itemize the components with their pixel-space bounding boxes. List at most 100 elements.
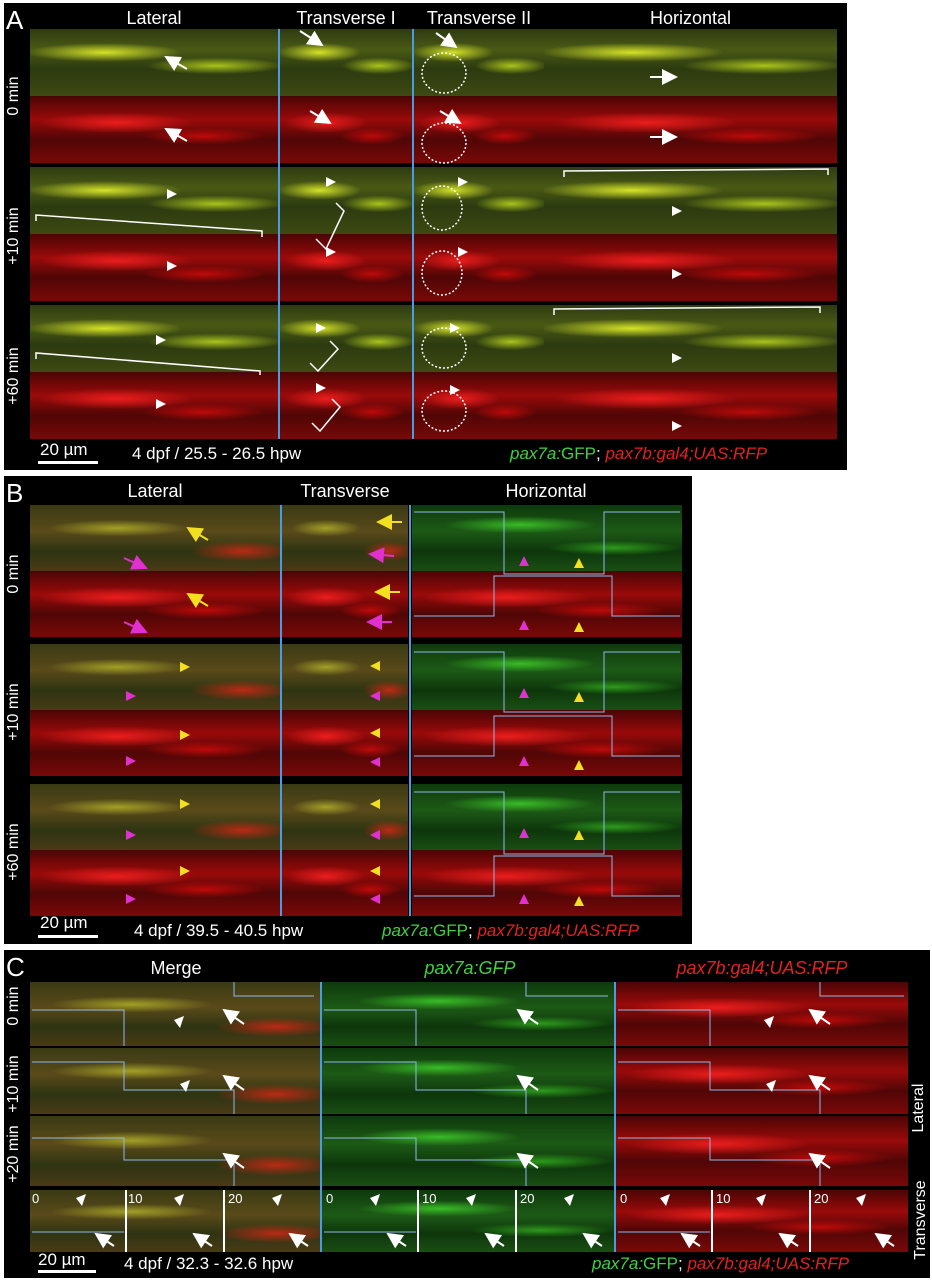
panel-a-tile <box>544 96 837 163</box>
arrowhead-icon <box>174 1016 184 1028</box>
arrowhead-icon <box>156 335 166 345</box>
panel-b-tile <box>412 784 682 850</box>
arrow-icon <box>484 1232 505 1249</box>
arrowhead-icon <box>672 269 682 279</box>
panel-b-tile <box>412 505 682 571</box>
arrow-icon <box>299 30 324 47</box>
arrowhead-icon <box>672 206 682 216</box>
panel-a-scale-bar <box>38 461 98 464</box>
panel-a: A Lateral Transverse I Transverse II Hor… <box>4 3 847 470</box>
legend-gfp: GFP <box>643 1254 678 1273</box>
panel-b-tile <box>412 571 682 637</box>
panel-a-tile <box>280 167 412 234</box>
yellow-arrow-icon <box>186 592 209 609</box>
cell-outline <box>421 327 467 369</box>
panel-b-letter: B <box>6 478 24 508</box>
panel-b-legend: pax7a:GFP; pax7b:gal4;UAS:RFP <box>382 922 639 940</box>
arrowhead-icon <box>174 1194 184 1206</box>
panel-a-scale-label: 20 µm <box>40 440 88 459</box>
panel-b-tile <box>30 710 280 776</box>
arrow-icon <box>516 1008 539 1025</box>
bracket <box>35 352 261 375</box>
arrow-icon <box>808 1074 831 1091</box>
arrow-icon <box>778 1232 799 1249</box>
panel-c-annotations <box>32 982 904 1252</box>
panel-a-tile <box>30 372 278 439</box>
arrow-icon <box>680 1232 701 1249</box>
panel-a-annotations <box>35 30 829 433</box>
yellow-arrowhead-icon <box>180 730 190 740</box>
yellow-arrowhead-icon <box>574 692 584 702</box>
legend-gfp-gene: pax7a: <box>510 444 562 463</box>
time-tick: 0 <box>32 1191 40 1206</box>
arrowhead-icon <box>316 323 326 333</box>
cell-outline <box>421 52 467 94</box>
yellow-arrowhead-icon <box>370 728 380 738</box>
panel-c-tile <box>616 982 908 1046</box>
magenta-arrowhead-icon <box>126 894 136 904</box>
panel-b-tile <box>412 644 682 710</box>
legend-gfp: GFP <box>561 444 596 463</box>
panel-c-scale-label: 20 µm <box>38 1250 86 1269</box>
panel-a-tile <box>414 167 544 234</box>
arrow-icon <box>439 108 462 125</box>
legend-separator: ; <box>678 1254 683 1273</box>
panel-b-tile <box>30 644 280 710</box>
panel-a-tile <box>30 305 278 372</box>
yellow-arrowhead-icon <box>180 662 190 672</box>
magenta-arrowhead-icon <box>519 620 529 630</box>
panel-c-col-gfp: pax7a:GFP <box>424 958 516 978</box>
arrow-icon <box>222 1152 245 1169</box>
magenta-arrowhead-icon <box>370 830 380 840</box>
yellow-arrowhead-icon <box>370 866 380 876</box>
panel-a-tile <box>414 372 544 439</box>
arrow-icon <box>164 56 188 71</box>
panel-a-tile <box>280 96 412 163</box>
arrowhead-icon <box>272 1194 282 1206</box>
yellow-arrow-icon <box>186 526 209 543</box>
arrowhead-icon <box>370 1194 380 1206</box>
magenta-arrowhead-icon <box>519 756 529 766</box>
panel-c-tile <box>322 1048 614 1114</box>
arrow-icon <box>222 1008 245 1025</box>
magenta-arrowhead-icon <box>126 756 136 766</box>
panel-a-tile <box>544 167 837 234</box>
arrow-icon <box>192 1232 213 1249</box>
arrowhead-icon <box>326 177 336 187</box>
legend-gfp-gene: pax7a: <box>592 1254 644 1273</box>
yellow-arrowhead-icon <box>370 661 380 671</box>
legend-separator: ; <box>468 921 473 940</box>
panel-b: B Lateral Transverse Horizontal 0 min +1… <box>4 476 692 944</box>
panel-b-tile <box>412 710 682 776</box>
panel-a-col-lateral: Lateral <box>126 8 182 28</box>
magenta-arrowhead-icon <box>126 830 136 840</box>
magenta-arrow-icon <box>123 554 148 570</box>
yellow-arrowhead-icon <box>180 866 190 876</box>
legend-rfp: pax7b:gal4;UAS:RFP <box>477 921 640 940</box>
panel-b-scale-bar <box>38 935 98 938</box>
arrowhead-icon <box>458 247 468 257</box>
panel-a-tile <box>30 96 278 163</box>
panel-b-scale-label: 20 µm <box>40 913 88 932</box>
cell-outline <box>421 250 463 296</box>
magenta-arrowhead-icon <box>519 556 529 566</box>
panel-c-tile <box>30 1048 320 1114</box>
bracket <box>35 214 263 237</box>
panel-a-col-horizontal: Horizontal <box>649 8 732 28</box>
panel-c-col-merge: Merge <box>150 958 202 978</box>
magenta-arrow-icon <box>123 618 148 634</box>
legend-separator: ; <box>596 444 601 463</box>
arrowhead-icon <box>450 385 460 395</box>
panel-b-stage: 4 dpf / 39.5 - 40.5 hpw <box>134 921 304 940</box>
panel-c-scale-bar <box>38 1270 96 1273</box>
panel-c-tile <box>30 982 320 1046</box>
magenta-arrowhead-icon <box>519 894 529 904</box>
arrowhead-icon <box>450 323 460 333</box>
panel-b-col-transverse: Transverse <box>300 481 390 501</box>
arrowhead-icon <box>764 1016 774 1028</box>
arrowhead-icon <box>458 177 468 187</box>
panel-b-tile <box>30 505 280 571</box>
arrow-icon <box>164 128 188 143</box>
magenta-arrowhead-icon <box>370 691 380 701</box>
legend-rfp: pax7b:gal4;UAS:RFP <box>605 444 768 463</box>
